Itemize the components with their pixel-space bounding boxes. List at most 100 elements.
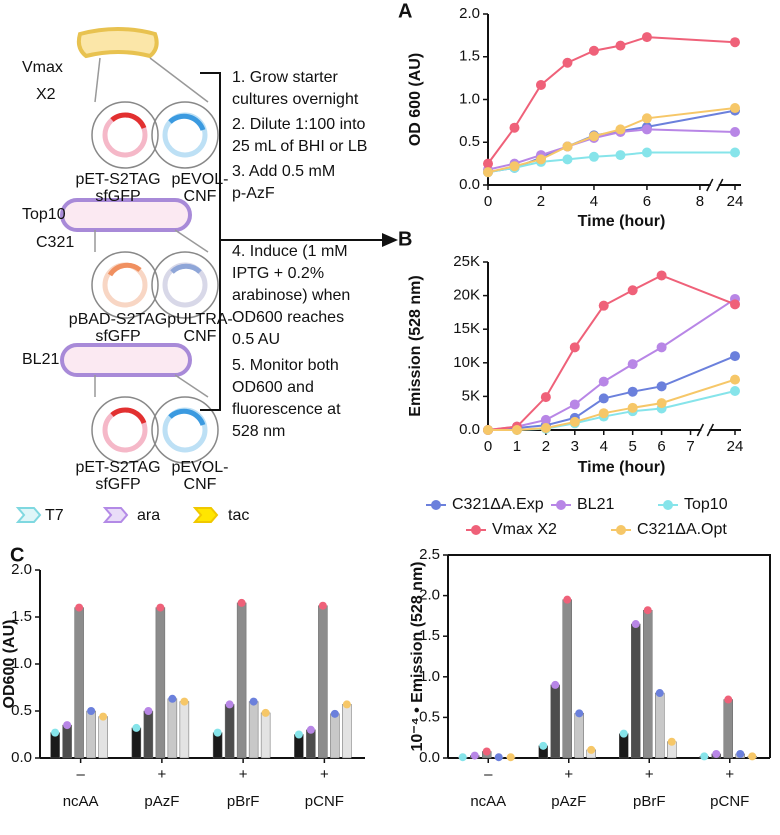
data-point xyxy=(540,392,551,403)
bar-dot xyxy=(458,753,467,762)
data-point xyxy=(569,399,580,410)
bar-dot xyxy=(261,708,270,717)
bar-dot xyxy=(225,700,234,709)
y-tick-label: 1.0 xyxy=(11,655,32,672)
x-condition-label: – xyxy=(484,766,493,783)
step-text: 4. Induce (1 mM xyxy=(232,243,348,260)
panel-label: C xyxy=(10,544,24,566)
y-tick-label: 0.5 xyxy=(419,708,440,725)
axis-break xyxy=(706,178,724,192)
bar-dot xyxy=(575,709,584,718)
data-point xyxy=(730,374,740,385)
bar-dot xyxy=(748,752,757,761)
data-point xyxy=(627,359,638,370)
data-point xyxy=(483,425,493,435)
bar-dot xyxy=(306,725,315,734)
step-text: 3. Add 0.5 mM xyxy=(232,163,335,180)
bar xyxy=(155,607,166,759)
bar-dot xyxy=(619,729,628,738)
data-point xyxy=(535,79,546,90)
series-line xyxy=(488,378,736,431)
step-text: IPTG + 0.2% xyxy=(232,265,324,282)
x-condition-label: – xyxy=(76,766,85,783)
bar xyxy=(330,713,340,759)
y-tick-label: 2.0 xyxy=(459,5,480,22)
bar-dot xyxy=(294,730,303,739)
x-tick-label: 0 xyxy=(484,193,492,210)
bar-dot xyxy=(643,606,652,615)
plasmid-label: sfGFP xyxy=(95,328,140,345)
step-text: 5. Monitor both xyxy=(232,357,339,374)
step-text: OD600 and xyxy=(232,379,314,396)
data-point xyxy=(627,402,638,413)
plasmid-label: CNF xyxy=(184,476,217,493)
data-point xyxy=(483,167,493,178)
x-tick-label: 0 xyxy=(484,438,492,455)
legend-label: Top10 xyxy=(684,496,728,513)
bar-dot xyxy=(249,697,258,706)
y-axis-title: Emission (528 nm) xyxy=(407,275,424,416)
bar-dot xyxy=(470,751,479,760)
promoter-label: tac xyxy=(228,507,249,524)
x-tick-label: 24 xyxy=(727,438,744,455)
plasmid-label: pBAD-S2TAG xyxy=(69,311,167,328)
legend-label: C321ΔA.Opt xyxy=(637,521,727,538)
data-point xyxy=(562,154,573,165)
data-point xyxy=(627,285,638,296)
data-point xyxy=(656,398,667,409)
legend-label: BL21 xyxy=(577,496,614,513)
data-point xyxy=(641,147,652,158)
step-text: 1. Grow starter xyxy=(232,69,338,86)
bar-dot xyxy=(168,694,177,703)
x-condition-label: + xyxy=(645,766,654,783)
data-point xyxy=(656,270,667,281)
data-point xyxy=(588,45,599,56)
x-tick-label: 4 xyxy=(600,438,608,455)
data-point xyxy=(641,113,652,124)
bar xyxy=(98,716,108,759)
data-point xyxy=(511,425,522,435)
x-axis-title: Time (hour) xyxy=(578,213,666,230)
legend-marker xyxy=(663,500,673,510)
bar-dot xyxy=(539,741,548,750)
bar xyxy=(236,602,247,759)
y-tick-label: 0.5 xyxy=(459,133,480,150)
y-tick-label: 1.5 xyxy=(459,48,480,65)
bar-dot xyxy=(655,689,664,698)
legend-label: C321ΔA.Exp xyxy=(452,496,544,513)
bar xyxy=(574,713,584,759)
x-tick-label: 6 xyxy=(657,438,665,455)
bar xyxy=(342,704,352,759)
x-tick-label: pBrF xyxy=(227,793,260,810)
x-tick-label: pCNF xyxy=(305,793,344,810)
data-point xyxy=(569,416,580,427)
data-point xyxy=(641,124,652,135)
x-tick-label: 2 xyxy=(542,438,550,455)
bar-dot xyxy=(712,749,721,758)
data-point xyxy=(615,124,626,135)
bar xyxy=(723,699,733,759)
bar xyxy=(179,701,190,759)
data-point xyxy=(588,151,599,162)
y-tick-label: 2.0 xyxy=(419,587,440,604)
y-tick-label: 25K xyxy=(453,253,480,270)
data-point xyxy=(598,300,609,311)
bar xyxy=(562,599,572,759)
bar xyxy=(86,710,96,759)
step-text: cultures overnight xyxy=(232,91,359,108)
y-tick-label: 15K xyxy=(453,320,480,337)
bar-dot xyxy=(587,745,596,754)
series-line xyxy=(487,151,735,174)
y-tick-label: 1.0 xyxy=(459,90,480,107)
bar-dot xyxy=(736,749,745,758)
y-tick-label: 1.0 xyxy=(419,668,440,685)
data-point xyxy=(598,408,609,419)
y-tick-label: 0.0 xyxy=(419,749,440,766)
x-tick-label: ncAA xyxy=(470,793,506,810)
panel-label: A xyxy=(398,0,412,22)
legend-label: Vmax X2 xyxy=(492,521,557,538)
x-tick-label: 1 xyxy=(513,438,521,455)
bar xyxy=(167,698,178,759)
